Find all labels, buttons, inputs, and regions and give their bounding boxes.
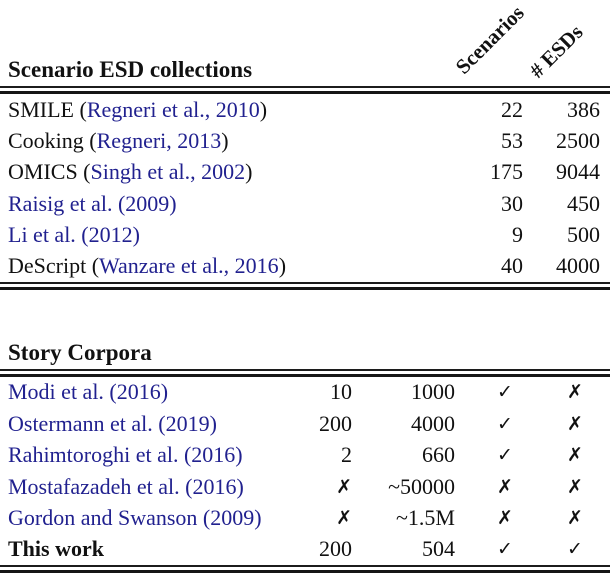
table-row: Raisig et al. (2009) 30 450 (0, 188, 610, 219)
label-text: ) (221, 127, 229, 153)
row-label: SMILE (Regneri et al., 2010) (8, 97, 463, 123)
column-header-scenarios: Scenarios (450, 0, 529, 79)
story-table-header: Scenarios # stories Classes Segs. Story … (0, 290, 610, 369)
story-table-body: Modi et al. (2016) 10 1000 ✓ ✗ Ostermann… (0, 377, 610, 565)
stories-value: 660 (422, 442, 455, 468)
scenarios-value: 40 (501, 253, 523, 279)
column-header-esds: # ESDs (524, 19, 588, 83)
stories-value: ~50000 (388, 473, 455, 499)
stories-value: 504 (422, 536, 455, 562)
story-table-title: Story Corpora (8, 339, 152, 365)
label-text: ) (259, 96, 268, 122)
row-label: Mostafazadeh et al. (2016) (8, 474, 290, 500)
citation-link[interactable]: Ostermann et al. (2019) (8, 410, 217, 436)
citation-link[interactable]: Wanzare et al., 2016 (99, 253, 279, 279)
scenarios-value: 200 (319, 536, 352, 562)
classes-mark: ✓ (497, 538, 513, 561)
scenarios-value: ✗ (336, 475, 352, 498)
classes-mark: ✗ (497, 475, 513, 498)
row-label: Raisig et al. (2009) (8, 191, 463, 217)
row-label: DeScript (Wanzare et al., 2016) (8, 253, 463, 279)
label-text: OMICS ( (8, 159, 91, 185)
table-row: Mostafazadeh et al. (2016) ✗ ~50000 ✗ ✗ (0, 471, 610, 502)
citation-link[interactable]: Modi et al. (2016) (8, 379, 169, 405)
citation-link[interactable]: Gordon and Swanson (2009) (8, 505, 262, 531)
segs-mark: ✓ (567, 538, 583, 561)
esds-value: 386 (567, 96, 600, 122)
scenarios-value: 9 (512, 221, 523, 247)
row-label: Ostermann et al. (2019) (8, 411, 290, 437)
table-row: SMILE (Regneri et al., 2010) 22 386 (0, 94, 610, 125)
table-row: Gordon and Swanson (2009) ✗ ~1.5M ✗ ✗ (0, 502, 610, 533)
label-text: ) (245, 159, 253, 185)
segs-mark: ✗ (567, 475, 583, 498)
segs-mark: ✗ (567, 444, 583, 467)
table-row: Ostermann et al. (2019) 200 4000 ✓ ✗ (0, 408, 610, 439)
citation-link[interactable]: Regneri et al., 2010 (86, 96, 260, 122)
label-text: DeScript ( (8, 253, 100, 279)
scenarios-value: 53 (501, 127, 523, 153)
scenarios-value: 22 (501, 96, 523, 122)
esd-table-body: SMILE (Regneri et al., 2010) 22 386 Cook… (0, 94, 610, 282)
esd-table-title: Scenario ESD collections (8, 57, 253, 82)
stories-value: 1000 (411, 379, 455, 405)
row-label: Modi et al. (2016) (8, 379, 290, 405)
stories-value: ~1.5M (396, 505, 455, 531)
table-row: DeScript (Wanzare et al., 2016) 40 4000 (0, 250, 610, 281)
row-label: Rahimtoroghi et al. (2016) (8, 442, 290, 468)
citation-link[interactable]: Raisig et al. (2009) (8, 190, 177, 216)
header-rule (0, 368, 610, 377)
esds-value: 2500 (556, 127, 600, 153)
row-label: This work (8, 536, 290, 562)
label-text: SMILE ( (8, 96, 87, 122)
segs-mark: ✗ (567, 412, 583, 435)
esd-table-header: Scenario ESD collections Scenarios # ESD… (0, 0, 610, 86)
esds-value: 500 (567, 221, 600, 247)
row-label: Gordon and Swanson (2009) (8, 505, 290, 531)
table-bottom-rule (0, 281, 610, 290)
table-row: Rahimtoroghi et al. (2016) 2 660 ✓ ✗ (0, 440, 610, 471)
citation-link[interactable]: Rahimtoroghi et al. (2016) (8, 442, 243, 468)
label-text: ) (278, 253, 287, 279)
scenarios-value: 200 (319, 410, 352, 436)
row-label: Li et al. (2012) (8, 222, 463, 248)
esds-value: 9044 (556, 159, 600, 185)
classes-mark: ✓ (497, 381, 513, 404)
scenarios-value: 10 (330, 379, 352, 405)
segs-mark: ✗ (567, 507, 583, 530)
stories-value: 4000 (411, 410, 455, 436)
citation-link[interactable]: Li et al. (2012) (8, 221, 140, 247)
row-label: OMICS (Singh et al., 2002) (8, 159, 463, 185)
table-row: This work 200 504 ✓ ✓ (0, 534, 610, 565)
table-row: Modi et al. (2016) 10 1000 ✓ ✗ (0, 377, 610, 408)
header-rule (0, 86, 610, 94)
scenarios-value: ✗ (336, 507, 352, 530)
scenarios-value: 2 (341, 442, 352, 468)
label-text: Cooking ( (8, 127, 97, 153)
esd-collections-table: Scenario ESD collections Scenarios # ESD… (0, 0, 610, 290)
table-bottom-rule (0, 565, 610, 574)
table-row: Li et al. (2012) 9 500 (0, 219, 610, 250)
row-label: Cooking (Regneri, 2013) (8, 128, 463, 154)
story-corpora-table: Scenarios # stories Classes Segs. Story … (0, 290, 610, 574)
label-text: This work (8, 536, 104, 562)
table-row: Cooking (Regneri, 2013) 53 2500 (0, 125, 610, 156)
scenarios-value: 30 (501, 190, 523, 216)
esds-value: 450 (567, 190, 600, 216)
table-row: OMICS (Singh et al., 2002) 175 9044 (0, 157, 610, 188)
citation-link[interactable]: Regneri, 2013 (96, 127, 222, 153)
classes-mark: ✓ (497, 412, 513, 435)
classes-mark: ✗ (497, 507, 513, 530)
citation-link[interactable]: Singh et al., 2002 (90, 159, 246, 185)
esds-value: 4000 (556, 253, 600, 279)
segs-mark: ✗ (567, 381, 583, 404)
citation-link[interactable]: Mostafazadeh et al. (2016) (8, 473, 244, 499)
classes-mark: ✓ (497, 444, 513, 467)
scenarios-value: 175 (490, 159, 523, 185)
